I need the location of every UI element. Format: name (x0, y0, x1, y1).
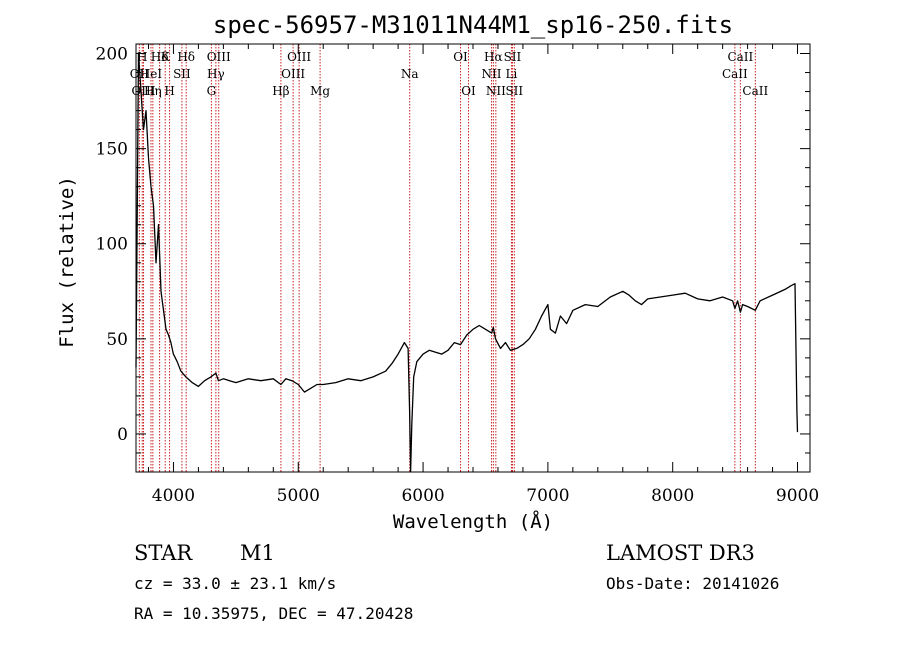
spectral-line-label: NII (486, 84, 506, 98)
y-tick-label: 150 (96, 140, 128, 160)
spectral-line-label: SII (173, 67, 191, 81)
survey-label: LAMOST DR3 (606, 541, 755, 565)
spectral-line-label: OIII (207, 50, 231, 64)
spectral-line-label: OIII (287, 50, 311, 64)
spectral-line-label: Hη (144, 84, 162, 98)
x-axis-label: Wavelength (Å) (393, 510, 553, 533)
observation-date: Obs-Date: 20141026 (606, 574, 779, 593)
spectral-line-markers (138, 44, 756, 472)
spectral-line-label: OI (461, 84, 476, 98)
x-tick-label: 4000 (152, 486, 195, 506)
redshift-velocity: cz = 33.0 ± 23.1 km/s (134, 574, 336, 593)
spectral-line-label: OIII (281, 67, 305, 81)
plot-frame (135, 43, 811, 473)
spectral-line-label: Hα (484, 50, 503, 64)
chart-title: spec-56957-M31011N44M1_sp16-250.fits (213, 11, 733, 39)
spectral-line-label: HeI (140, 67, 163, 81)
spectral-line-label: CaII (727, 50, 753, 64)
y-tick-label: 0 (117, 425, 128, 445)
spectral-line-label: H (164, 84, 174, 98)
x-tick-label: 5000 (277, 486, 320, 506)
y-tick-label: 100 (96, 235, 128, 255)
x-axis-ticks: 4000 5000 6000 7000 8000 9000 (147, 44, 819, 506)
spectral-line-label: NII (481, 67, 501, 81)
x-tick-label: 9000 (776, 486, 819, 506)
y-axis-label: Flux (relative) (56, 176, 78, 348)
spectral-line-label: OI (453, 50, 468, 64)
spectral-line-label: CaII (722, 67, 748, 81)
spectral-line-label: H (137, 50, 147, 64)
spectral-line-label: Na (401, 67, 419, 81)
spectral-line-label: Hγ (207, 67, 225, 81)
x-tick-label: 7000 (526, 486, 569, 506)
y-axis-ticks: 0 50 100 150 200 (96, 45, 810, 454)
spectral-line-label: G (207, 84, 217, 98)
spectral-line-label: Mg (310, 84, 330, 98)
spectral-line-label: Hβ (272, 84, 289, 98)
spectral-line-label: SII (504, 50, 522, 64)
spectral-line-label: Hδ (151, 50, 169, 64)
spectrum-line (135, 52, 799, 473)
x-tick-label: 8000 (651, 486, 694, 506)
object-class: STAR (134, 541, 193, 565)
x-tick-label: 6000 (401, 486, 444, 506)
spectral-line-label: CaII (742, 84, 768, 98)
spectral-line-label: K (161, 50, 171, 64)
spectrum-series (135, 52, 799, 473)
y-tick-label: 200 (96, 45, 128, 65)
sky-coordinates: RA = 10.35975, DEC = 47.20428 (134, 604, 413, 623)
spectral-line-label: SII (505, 84, 523, 98)
spectral-line-label: Hδ (177, 50, 195, 64)
spectral-line-labels: OIIHOIIIHeIHηHδKHSIIHδGHγOIIIHβOIIIOIIIM… (130, 50, 769, 98)
y-tick-label: 50 (106, 330, 128, 350)
spectral-line-label: Li (506, 67, 518, 81)
object-subclass: M1 (240, 541, 275, 565)
